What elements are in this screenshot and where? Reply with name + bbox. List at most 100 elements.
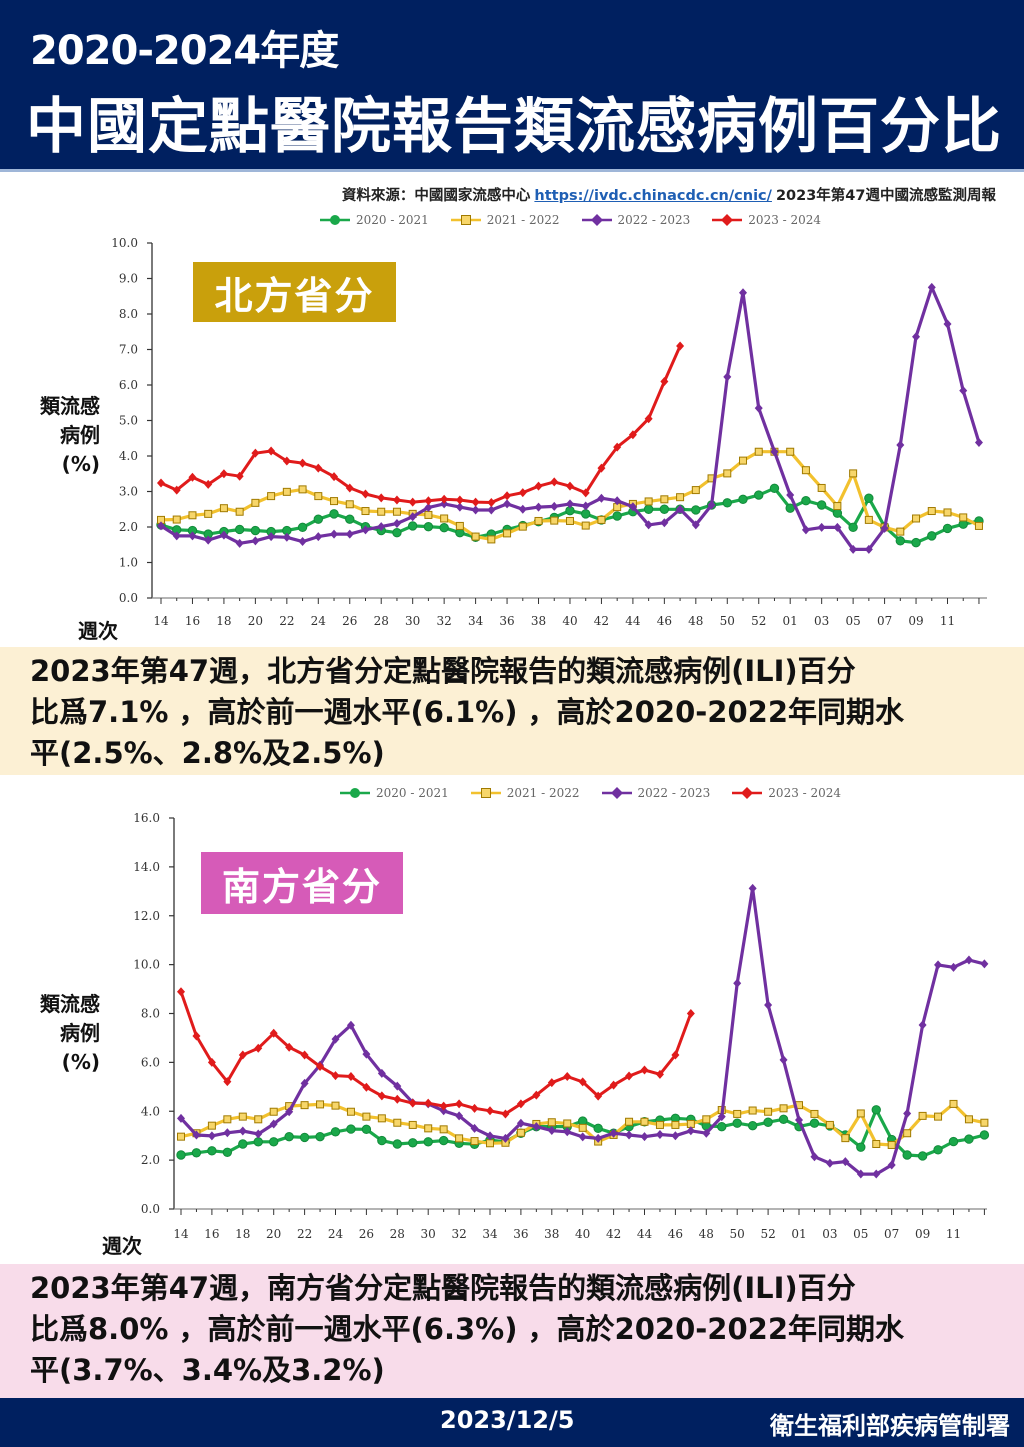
data-point (282, 532, 291, 542)
data-point (613, 442, 622, 452)
data-point (172, 485, 181, 495)
data-point (747, 1120, 758, 1131)
data-point (764, 1107, 773, 1116)
x-tick-label: 22 (279, 614, 294, 628)
data-point (832, 508, 843, 518)
x-tick-label: 01 (791, 1227, 806, 1241)
data-point (455, 521, 464, 530)
data-point (659, 504, 670, 514)
y-label-line: (%) (61, 452, 100, 476)
y-tick-label: 2.0 (119, 520, 138, 534)
legend-diamond-icon (712, 214, 743, 226)
data-point (455, 1111, 464, 1121)
data-point (314, 532, 323, 542)
data-point (723, 372, 732, 382)
data-point (392, 527, 402, 538)
data-point (297, 522, 308, 533)
data-point (547, 1078, 556, 1088)
data-point (172, 531, 181, 541)
legend-label: 2021 - 2022 (506, 786, 580, 800)
data-point (676, 341, 685, 351)
x-tick-label: 16 (204, 1227, 219, 1241)
y-tick-label: 7.0 (119, 343, 138, 357)
series-line (179, 991, 693, 1116)
y-tick-label: 0.0 (141, 1202, 160, 1216)
data-point (613, 496, 622, 506)
data-point (223, 1077, 232, 1087)
x-tick-label: 52 (751, 614, 766, 628)
x-tick-label: 40 (562, 614, 577, 628)
data-point (362, 1049, 371, 1059)
data-point (643, 504, 654, 514)
data-point (918, 1020, 927, 1030)
north-chart: 0.0 1.0 2.0 3.0 4.0 5.0 6.0 7.0 8.0 9.0 10.0 14 16 18… (111, 236, 987, 628)
source-prefix: 資料來源：中國國家流感中心 (341, 188, 531, 204)
data-point (702, 1128, 711, 1138)
data-point (644, 497, 653, 506)
legend-diamond-icon (581, 214, 612, 226)
legend-label: 2022 - 2023 (617, 213, 691, 227)
y-tick-label: 1.0 (119, 556, 138, 570)
x-tick-label: 20 (248, 614, 263, 628)
data-point (534, 516, 543, 525)
data-point (565, 499, 574, 509)
data-point (833, 522, 842, 532)
data-point (578, 1132, 587, 1142)
data-point (516, 1099, 525, 1109)
data-point (578, 1123, 587, 1132)
data-point (640, 1065, 649, 1075)
data-point (717, 1121, 727, 1132)
data-point (219, 530, 228, 540)
data-point (285, 1042, 294, 1052)
data-point (470, 1123, 479, 1133)
x-tick-label: 28 (374, 614, 389, 628)
data-point (438, 1135, 449, 1146)
data-point (532, 1122, 541, 1132)
y-tick-label: 3.0 (119, 485, 138, 499)
data-point (841, 1134, 850, 1143)
data-point (563, 1072, 572, 1082)
data-point (503, 491, 512, 501)
data-point (748, 883, 757, 893)
data-point (157, 521, 165, 531)
data-point (486, 1106, 494, 1116)
data-point (578, 1077, 587, 1087)
source-link[interactable]: https://ivdc.chinacdc.cn/cnic/ (534, 188, 772, 204)
data-point (192, 1130, 201, 1140)
data-point (487, 535, 496, 544)
data-point (739, 456, 748, 465)
data-point (609, 1080, 618, 1090)
x-tick-label: 03 (814, 614, 829, 628)
data-point (346, 1020, 355, 1030)
x-tick-label: 32 (436, 614, 451, 628)
series-2023-2024 (177, 987, 695, 1119)
x-tick-label: 32 (451, 1227, 466, 1241)
data-point (440, 494, 449, 504)
data-point (547, 1118, 556, 1127)
y-tick-label: 5.0 (119, 414, 138, 428)
data-point (763, 1117, 773, 1127)
data-point (912, 514, 921, 523)
data-point (770, 447, 779, 457)
data-point (172, 515, 181, 524)
data-point (871, 1105, 881, 1115)
data-point (786, 447, 795, 456)
data-point (801, 466, 810, 475)
data-point (864, 544, 873, 554)
data-point (408, 1120, 417, 1129)
south-chart: 0.0 2.0 4.0 6.0 8.0 10.0 12.0 14.0 16.0 14 16 18 20 2… (133, 811, 990, 1241)
data-point (534, 502, 543, 512)
data-point (503, 529, 512, 538)
data-point (439, 1125, 448, 1134)
header-subtitle: 2020-2024年度 (30, 28, 339, 74)
data-point (959, 513, 968, 522)
data-point (609, 1128, 618, 1138)
data-point (377, 1135, 387, 1146)
page-title: 中國定點醫院報告類流感病例百分比 (26, 92, 1002, 162)
data-point (581, 488, 590, 498)
data-point (949, 1099, 958, 1108)
data-point (377, 1114, 386, 1123)
data-point (254, 1115, 263, 1124)
legend-diamond-icon (601, 787, 632, 799)
